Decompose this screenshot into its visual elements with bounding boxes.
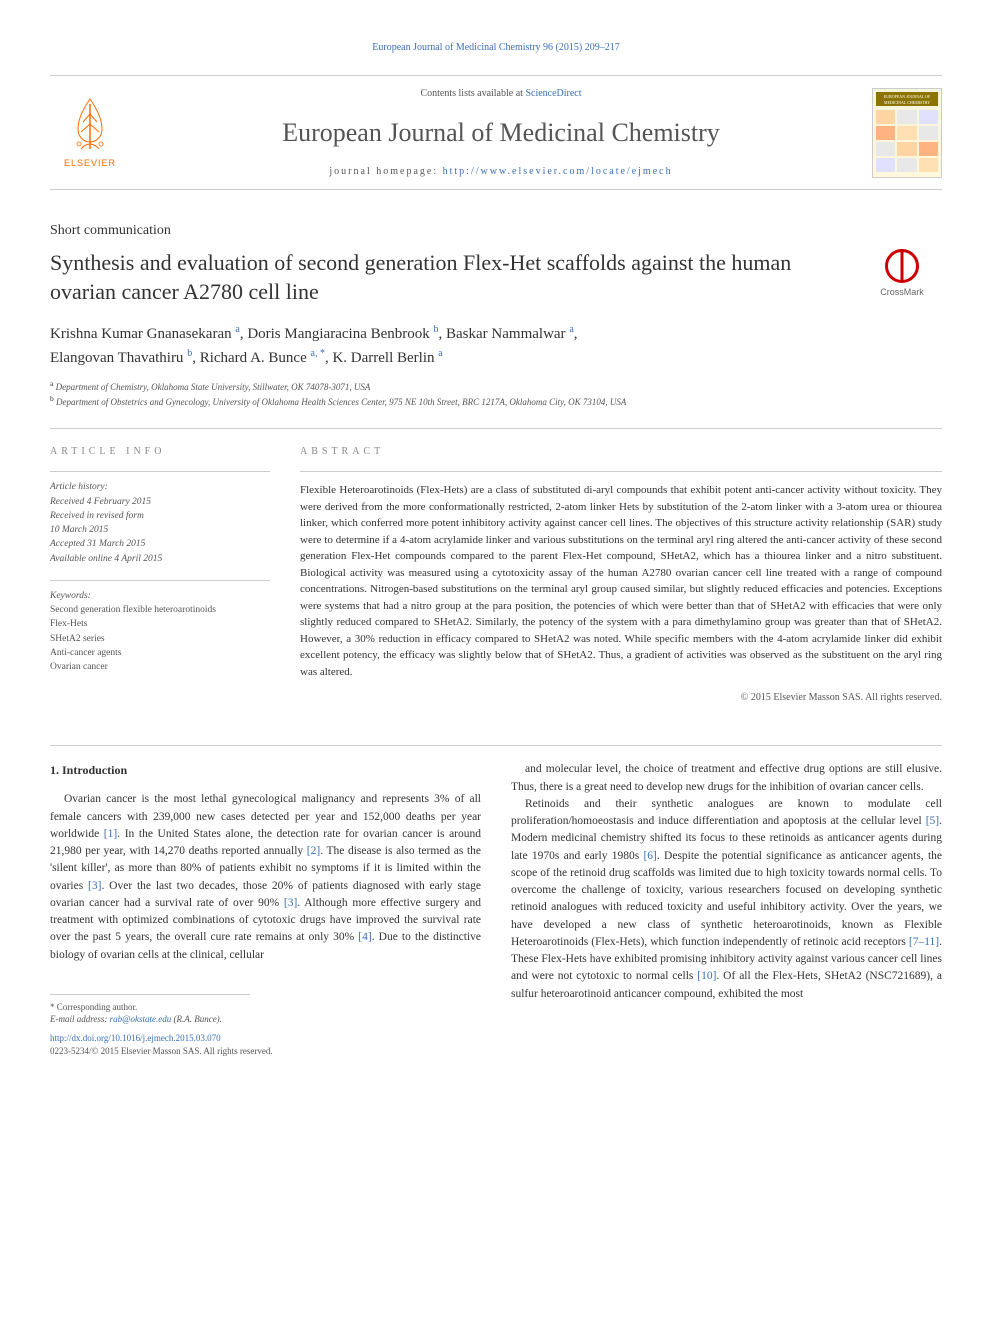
author-3-affil[interactable]: a	[569, 324, 573, 335]
cover-grid	[876, 110, 938, 172]
author-5: , Richard A. Bunce	[192, 350, 310, 366]
keyword-2: Flex-Hets	[50, 617, 270, 631]
author-4: Elangovan Thavathiru	[50, 350, 187, 366]
corresponding-author: * Corresponding author.	[50, 994, 250, 1014]
email-label: E-mail address:	[50, 1014, 110, 1024]
author-1: Krishna Kumar Gnanasekaran	[50, 326, 235, 342]
info-abstract-row: ARTICLE INFO Article history: Received 4…	[50, 444, 942, 705]
keyword-3: SHetA2 series	[50, 632, 270, 646]
abstract-column: ABSTRACT Flexible Heteroarotinoids (Flex…	[300, 444, 942, 705]
header-center: Contents lists available at ScienceDirec…	[130, 86, 872, 179]
elsevier-wordmark: ELSEVIER	[64, 157, 116, 171]
affiliation-b: Department of Obstetrics and Gynecology,…	[56, 397, 626, 407]
article-info-heading: ARTICLE INFO	[50, 444, 270, 459]
email-suffix: (R.A. Bunce).	[171, 1014, 222, 1024]
homepage-link[interactable]: http://www.elsevier.com/locate/ejmech	[443, 166, 673, 177]
cover-title: EUROPEAN JOURNAL OF MEDICINAL CHEMISTRY	[876, 92, 938, 106]
ref-3b-link[interactable]: [3]	[284, 897, 297, 909]
doi-link[interactable]: http://dx.doi.org/10.1016/j.ejmech.2015.…	[50, 1032, 481, 1045]
journal-cover-thumbnail[interactable]: EUROPEAN JOURNAL OF MEDICINAL CHEMISTRY	[872, 88, 942, 178]
history-revised-2: 10 March 2015	[50, 523, 270, 537]
body-columns: 1. Introduction Ovarian cancer is the mo…	[50, 761, 942, 1057]
intro-para-3: Retinoids and their synthetic analogues …	[511, 796, 942, 1003]
elsevier-tree-icon	[63, 94, 118, 154]
history-revised-1: Received in revised form	[50, 509, 270, 523]
intro-para-1: Ovarian cancer is the most lethal gyneco…	[50, 791, 481, 964]
section-1-heading: 1. Introduction	[50, 761, 481, 779]
abstract-text: Flexible Heteroarotinoids (Flex-Hets) ar…	[300, 471, 942, 680]
abstract-heading: ABSTRACT	[300, 444, 942, 459]
homepage-line: journal homepage: http://www.elsevier.co…	[150, 164, 852, 179]
ref-4-link[interactable]: [4]	[358, 931, 371, 943]
article-history: Article history: Received 4 February 201…	[50, 471, 270, 566]
crossmark-icon	[885, 249, 919, 283]
ref-2-link[interactable]: [2]	[307, 845, 320, 857]
ref-10-link[interactable]: [10]	[697, 970, 716, 982]
ref-1-link[interactable]: [1]	[104, 828, 117, 840]
intro-para-2: and molecular level, the choice of treat…	[511, 761, 942, 796]
divider-2	[50, 745, 942, 746]
keyword-4: Anti-cancer agents	[50, 646, 270, 660]
title-row: Synthesis and evaluation of second gener…	[50, 249, 942, 306]
footer-rights: 0223-5234/© 2015 Elsevier Masson SAS. Al…	[50, 1045, 481, 1058]
keywords-block: Keywords: Second generation flexible het…	[50, 580, 270, 675]
sciencedirect-link[interactable]: ScienceDirect	[525, 88, 581, 99]
ref-6-link[interactable]: [6]	[643, 850, 656, 862]
article-title: Synthesis and evaluation of second gener…	[50, 249, 842, 306]
history-online: Available online 4 April 2015	[50, 552, 270, 566]
crossmark-badge[interactable]: CrossMark	[862, 249, 942, 300]
divider	[50, 428, 942, 429]
ref-5-link[interactable]: [5]	[926, 815, 939, 827]
authors-list: Krishna Kumar Gnanasekaran a , Doris Mang…	[50, 322, 942, 369]
abstract-copyright: © 2015 Elsevier Masson SAS. All rights r…	[300, 690, 942, 705]
keywords-label: Keywords:	[50, 589, 270, 603]
affiliation-a: Department of Chemistry, Oklahoma State …	[56, 382, 371, 392]
author-5-affil[interactable]: a, *	[311, 348, 325, 359]
keyword-5: Ovarian cancer	[50, 660, 270, 674]
elsevier-logo[interactable]: ELSEVIER	[50, 88, 130, 178]
crossmark-label: CrossMark	[880, 286, 924, 300]
author-2: , Doris Mangiaracina Benbrook	[240, 326, 434, 342]
author-3: , Baskar Nammalwar	[439, 326, 570, 342]
email-line: E-mail address: rab@okstate.edu (R.A. Bu…	[50, 1013, 481, 1026]
journal-citation[interactable]: European Journal of Medicinal Chemistry …	[50, 40, 942, 55]
author-6-affil[interactable]: a	[438, 348, 442, 359]
footer-block: * Corresponding author. E-mail address: …	[50, 994, 481, 1057]
history-accepted: Accepted 31 March 2015	[50, 537, 270, 551]
contents-line: Contents lists available at ScienceDirec…	[150, 86, 852, 101]
homepage-prefix: journal homepage:	[329, 166, 442, 177]
ref-3-link[interactable]: [3]	[88, 880, 101, 892]
journal-title: European Journal of Medicinal Chemistry	[150, 113, 852, 152]
history-received: Received 4 February 2015	[50, 495, 270, 509]
article-type: Short communication	[50, 220, 942, 241]
ref-7-11-link[interactable]: [7–11]	[909, 936, 939, 948]
affiliations: a Department of Chemistry, Oklahoma Stat…	[50, 379, 942, 408]
history-label: Article history:	[50, 480, 270, 494]
header-band: ELSEVIER Contents lists available at Sci…	[50, 75, 942, 190]
author-6: , K. Darrell Berlin	[325, 350, 438, 366]
email-link[interactable]: rab@okstate.edu	[110, 1014, 172, 1024]
article-info-column: ARTICLE INFO Article history: Received 4…	[50, 444, 270, 705]
contents-prefix: Contents lists available at	[420, 88, 525, 99]
keyword-1: Second generation flexible heteroarotino…	[50, 603, 270, 617]
